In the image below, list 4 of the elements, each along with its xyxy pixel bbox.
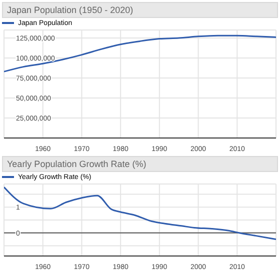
line-series xyxy=(4,34,276,72)
chart-title: Japan Population (1950 - 2020) xyxy=(2,2,278,18)
line-series xyxy=(4,186,276,240)
chart-title: Yearly Population Growth Rate (%) xyxy=(2,156,278,172)
